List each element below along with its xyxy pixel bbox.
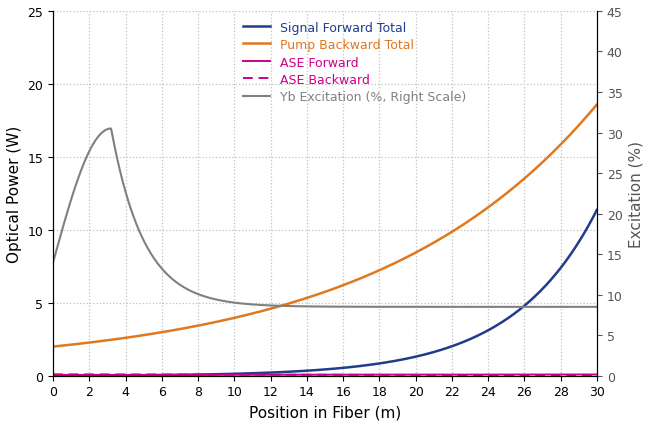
Pump Backward Total (477, 210, 485, 215)
ASE Forward (577, 372, 585, 377)
Signal Forward Total (577, 236, 585, 242)
Yb Excitation (%, Right Scale) (300, 304, 307, 309)
Line: ASE Backward: ASE Backward (53, 374, 597, 375)
ASE Backward (477, 373, 485, 378)
Line: Yb Excitation (%, Right Scale): Yb Excitation (%, Right Scale) (53, 129, 597, 307)
Yb Excitation (%, Right Scale) (593, 305, 601, 310)
Legend: Signal Forward Total, Pump Backward Total, ASE Forward, ASE Backward, Yb Excitat: Signal Forward Total, Pump Backward Tota… (239, 18, 470, 108)
Yb Excitation (%, Right Scale) (577, 305, 585, 310)
ASE Forward (577, 372, 585, 377)
Yb Excitation (%, Right Scale) (107, 127, 115, 132)
ASE Backward (49, 372, 57, 377)
Y-axis label: Excitation (%): Excitation (%) (628, 141, 643, 247)
Signal Forward Total (299, 368, 307, 374)
ASE Backward (313, 372, 321, 377)
Line: Pump Backward Total: Pump Backward Total (53, 105, 597, 347)
Pump Backward Total (593, 103, 601, 108)
Pump Backward Total (577, 121, 585, 126)
Signal Forward Total (577, 236, 585, 241)
Pump Backward Total (313, 292, 321, 297)
Signal Forward Total (49, 373, 57, 378)
ASE Forward (299, 372, 307, 377)
Pump Backward Total (77, 341, 85, 346)
Signal Forward Total (313, 368, 321, 373)
ASE Forward (49, 372, 57, 377)
Yb Excitation (%, Right Scale) (77, 169, 85, 174)
ASE Forward (313, 372, 321, 377)
Line: Signal Forward Total: Signal Forward Total (53, 210, 597, 376)
X-axis label: Position in Fiber (m): Position in Fiber (m) (249, 404, 401, 419)
Yb Excitation (%, Right Scale) (478, 305, 486, 310)
Signal Forward Total (477, 331, 485, 337)
Pump Backward Total (577, 121, 585, 126)
ASE Backward (77, 372, 85, 377)
ASE Backward (577, 373, 585, 378)
Line: ASE Forward: ASE Forward (53, 374, 597, 375)
Y-axis label: Optical Power (W): Optical Power (W) (7, 125, 22, 262)
ASE Forward (593, 372, 601, 377)
Yb Excitation (%, Right Scale) (49, 260, 57, 265)
Signal Forward Total (77, 373, 85, 378)
Yb Excitation (%, Right Scale) (314, 304, 322, 309)
ASE Backward (299, 372, 307, 377)
Yb Excitation (%, Right Scale) (577, 305, 585, 310)
ASE Backward (577, 373, 585, 378)
Pump Backward Total (299, 297, 307, 302)
ASE Forward (77, 372, 85, 377)
ASE Backward (593, 373, 601, 378)
Pump Backward Total (49, 344, 57, 349)
Signal Forward Total (593, 208, 601, 213)
ASE Forward (477, 372, 485, 377)
